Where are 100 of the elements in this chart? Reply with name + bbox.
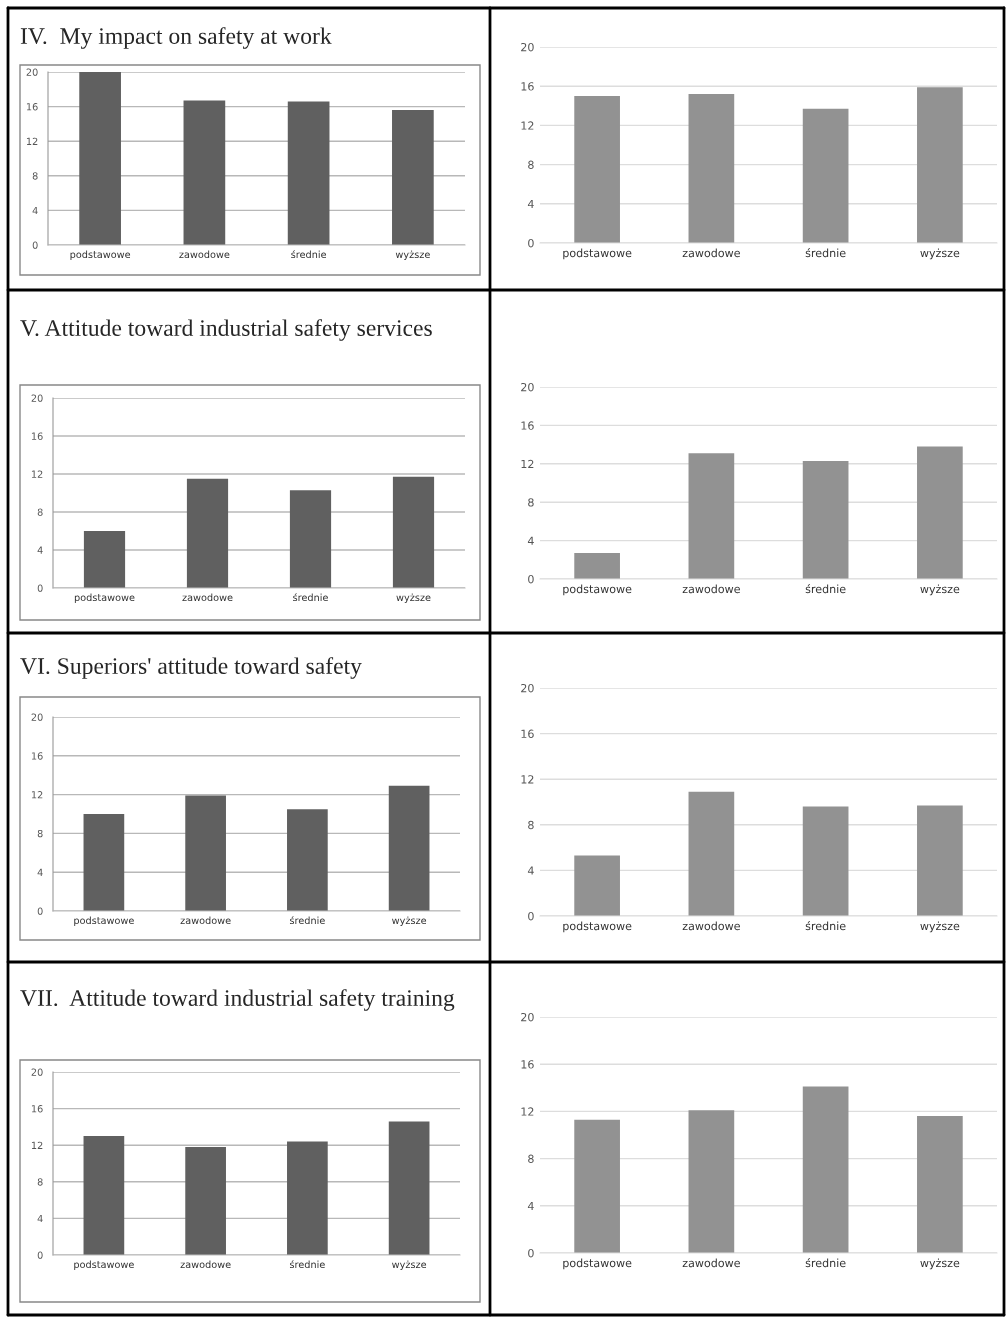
- bar: [392, 476, 435, 588]
- bar: [574, 553, 620, 579]
- y-tick-label: 8: [32, 172, 38, 180]
- y-tick-label: 12: [26, 137, 38, 145]
- bar: [917, 87, 963, 243]
- y-tick-label: 8: [528, 498, 534, 507]
- x-tick-label: zawodowe: [682, 1258, 740, 1268]
- y-tick-label: 0: [528, 1248, 534, 1258]
- y-tick-label: 8: [528, 820, 534, 830]
- chart-title: VI. Superiors' attitude toward safety: [20, 657, 362, 679]
- bar: [688, 94, 735, 243]
- bar: [574, 1119, 620, 1253]
- x-tick-label: średnie: [289, 916, 325, 925]
- x-tick-label: podstawowe: [70, 250, 131, 260]
- x-tick-label: średnie: [805, 248, 846, 258]
- bar: [802, 1086, 849, 1253]
- y-tick-label: 16: [31, 752, 43, 760]
- y-tick-label: 16: [521, 82, 534, 91]
- bar: [802, 806, 849, 916]
- x-tick-label: zawodowe: [682, 584, 740, 594]
- x-tick-label: wyższe: [392, 1260, 427, 1270]
- x-tick-label: podstawowe: [563, 248, 632, 260]
- x-tick-label: średnie: [805, 1258, 846, 1268]
- bar: [289, 490, 332, 588]
- y-tick-label: 0: [528, 911, 534, 921]
- y-tick-label: 4: [32, 207, 38, 215]
- bar: [802, 460, 849, 579]
- y-tick-label: 20: [26, 68, 38, 76]
- x-tick-label: zawodowe: [182, 593, 233, 602]
- y-tick-label: 16: [521, 421, 534, 430]
- x-tick-label: wyższe: [920, 1258, 960, 1270]
- y-tick-label: 8: [37, 1178, 43, 1186]
- y-tick-label: 16: [521, 729, 534, 738]
- bar: [186, 478, 229, 588]
- y-tick-label: 4: [527, 199, 534, 209]
- y-tick-label: 0: [37, 1251, 43, 1259]
- y-tick-label: 8: [37, 829, 43, 838]
- bar: [688, 1110, 735, 1253]
- x-tick-label: średnie: [293, 593, 328, 602]
- y-tick-label: 20: [521, 1012, 534, 1022]
- y-tick-label: 20: [31, 394, 43, 402]
- x-tick-label: zawodowe: [682, 248, 740, 258]
- y-tick-label: 0: [528, 238, 534, 248]
- bar: [287, 101, 330, 245]
- y-tick-label: 12: [521, 1107, 534, 1116]
- bar: [802, 108, 849, 243]
- bar: [392, 110, 434, 245]
- x-tick-label: podstawowe: [563, 584, 632, 596]
- y-tick-label: 4: [37, 546, 43, 554]
- x-tick-label: wyższe: [396, 593, 431, 603]
- y-tick-label: 12: [31, 791, 43, 799]
- x-tick-label: zawodowe: [682, 921, 740, 931]
- y-tick-label: 4: [527, 1201, 534, 1211]
- bar: [917, 805, 963, 916]
- x-tick-label: podstawowe: [74, 916, 134, 926]
- y-tick-label: 8: [528, 1154, 534, 1163]
- x-tick-label: zawodowe: [179, 250, 230, 259]
- x-tick-label: średnie: [805, 921, 846, 931]
- x-tick-label: podstawowe: [74, 1260, 134, 1270]
- y-tick-label: 20: [521, 683, 534, 693]
- bar: [917, 1116, 963, 1253]
- y-tick-label: 12: [521, 121, 534, 130]
- x-tick-label: zawodowe: [180, 916, 231, 925]
- y-tick-label: 12: [521, 775, 534, 784]
- y-tick-label: 4: [527, 536, 534, 545]
- x-tick-label: wyższe: [920, 248, 960, 260]
- x-tick-label: wyższe: [395, 250, 430, 260]
- x-tick-label: wyższe: [392, 916, 427, 926]
- y-tick-label: 4: [37, 868, 43, 876]
- bar: [79, 72, 121, 245]
- y-tick-label: 20: [31, 713, 43, 721]
- y-tick-label: 0: [32, 241, 38, 249]
- x-tick-label: wyższe: [920, 584, 960, 596]
- bar: [688, 453, 735, 579]
- bar: [83, 531, 126, 588]
- x-tick-label: zawodowe: [180, 1260, 231, 1269]
- y-tick-label: 16: [31, 432, 43, 440]
- y-tick-label: 16: [31, 1105, 43, 1113]
- y-tick-label: 16: [521, 1060, 534, 1069]
- bar: [574, 855, 620, 916]
- bar: [574, 96, 620, 243]
- chart-title: IV. My impact on safety at work: [20, 27, 332, 49]
- bar: [83, 1136, 125, 1255]
- x-tick-label: średnie: [289, 1260, 325, 1269]
- y-tick-label: 8: [37, 508, 43, 516]
- y-tick-label: 16: [26, 103, 38, 111]
- bar: [388, 1121, 430, 1255]
- y-tick-label: 0: [528, 574, 534, 584]
- x-tick-label: średnie: [291, 250, 327, 259]
- y-tick-label: 4: [37, 1215, 43, 1223]
- bar: [287, 1141, 328, 1255]
- bar: [185, 1147, 226, 1255]
- y-tick-label: 20: [521, 42, 534, 52]
- y-tick-label: 20: [521, 382, 534, 392]
- x-tick-label: podstawowe: [74, 593, 135, 603]
- bar: [917, 446, 963, 579]
- chart-title: VII. Attitude toward industrial safety training: [20, 989, 455, 1011]
- x-tick-label: podstawowe: [563, 921, 632, 933]
- x-tick-label: podstawowe: [563, 1258, 632, 1270]
- y-tick-label: 0: [37, 584, 43, 592]
